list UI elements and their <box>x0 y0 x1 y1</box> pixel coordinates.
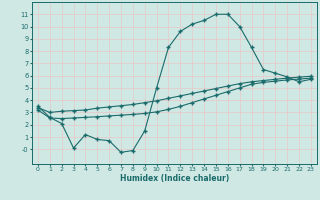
X-axis label: Humidex (Indice chaleur): Humidex (Indice chaleur) <box>120 174 229 183</box>
